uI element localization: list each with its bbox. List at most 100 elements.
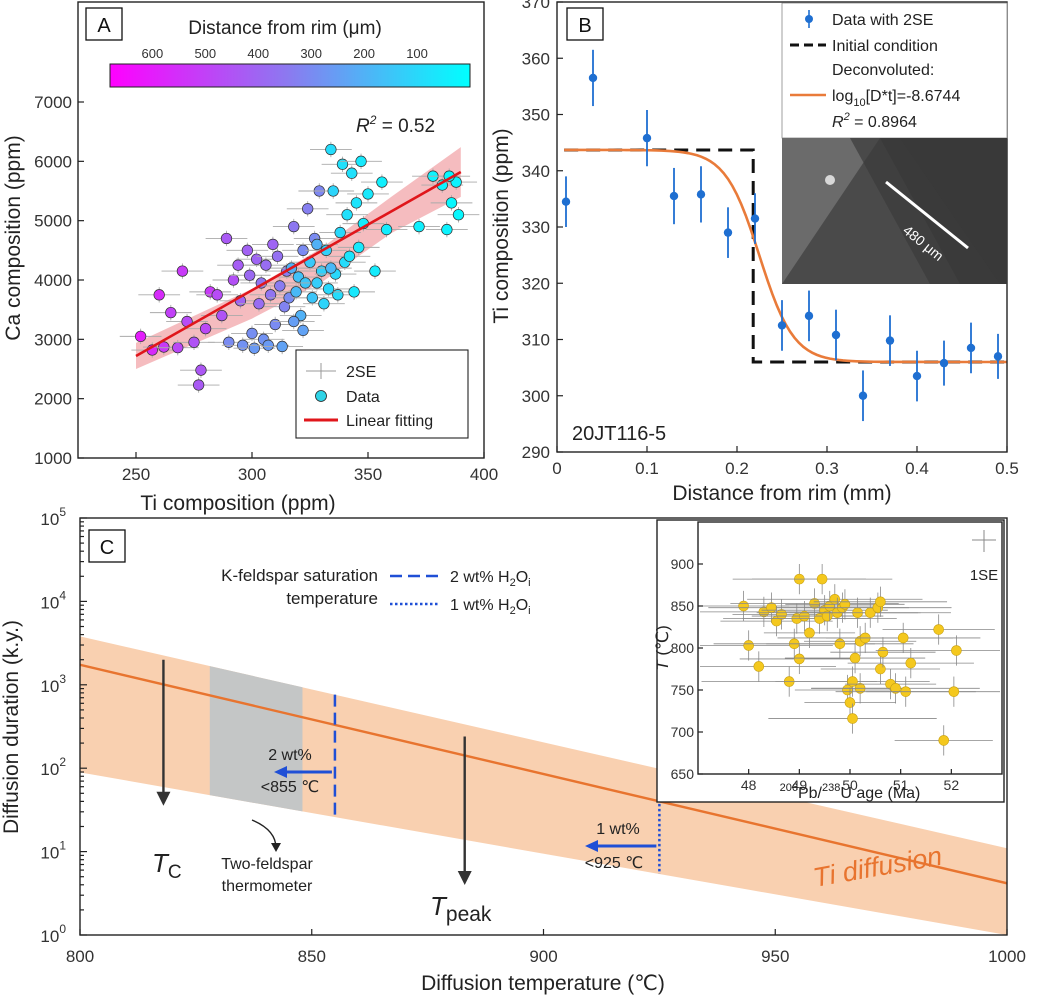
inset-ylabel: T (℃) xyxy=(653,625,672,671)
data-point-a xyxy=(430,195,473,211)
data-point-a xyxy=(177,377,220,393)
data-point-a xyxy=(291,290,334,306)
inset-ytick-label: 800 xyxy=(671,640,695,656)
confidence-band-a xyxy=(136,147,461,369)
data-point-a xyxy=(303,296,345,312)
bse-image-inset: 480 μm xyxy=(782,138,1007,284)
inset-data-point xyxy=(768,703,937,734)
legend-b-deconv-label: Deconvoluted: xyxy=(832,62,934,79)
b-xtick-label: 0.3 xyxy=(815,459,839,478)
data-point-a xyxy=(354,263,396,279)
data-point-a xyxy=(184,320,227,337)
c-xtick-label: 800 xyxy=(66,947,94,966)
data-point-a xyxy=(328,248,371,264)
legend-c: K-feldspar saturation temperature 2 wt% … xyxy=(221,566,530,617)
inset-data-point xyxy=(739,643,859,675)
tpeak-label: Tpeak xyxy=(430,891,492,926)
inset-xtick-label: 52 xyxy=(944,777,960,793)
inset-data-point xyxy=(732,599,831,630)
b-ytick-label: 330 xyxy=(522,218,550,237)
data-point-b xyxy=(669,167,679,225)
data-point-a xyxy=(337,239,380,256)
inset-xtick-label: 49 xyxy=(792,777,808,793)
inset-data-point xyxy=(784,642,926,674)
c-ytick-label: 105 xyxy=(40,505,66,529)
arrow-1wt xyxy=(585,840,657,852)
data-point-a xyxy=(156,339,199,356)
fit-line-a xyxy=(135,170,462,358)
data-point-a xyxy=(149,304,192,321)
b-ytick-label: 320 xyxy=(522,274,550,293)
c-ytick-label: 104 xyxy=(40,588,66,612)
data-point-b xyxy=(966,322,976,374)
data-point-a xyxy=(180,362,222,378)
data-point-a xyxy=(361,174,403,190)
inset-data-point xyxy=(866,676,1000,707)
panel-c: 800 850 900 950 1000 100 101 102 103 104 105 C K-f… xyxy=(0,505,1026,995)
data-point-a xyxy=(161,263,204,279)
data-point-b xyxy=(885,315,895,366)
legend-c-title-2: temperature xyxy=(286,589,378,608)
b-ytick-label: 370 xyxy=(522,0,550,12)
legend-b-log-label: log10[D*t]=-8.6744 xyxy=(832,88,960,109)
b-xtick-label: 0.2 xyxy=(725,459,749,478)
data-point-b xyxy=(912,350,922,402)
a-ytick-label: 1000 xyxy=(34,449,72,468)
inset-ytick-label: 650 xyxy=(671,766,695,782)
data-point-b xyxy=(993,333,1003,379)
legend-2se-label: 2SE xyxy=(346,364,376,381)
a-ytick-label: 5000 xyxy=(34,212,72,231)
data-point-a xyxy=(263,298,306,315)
panel-a-ylabel: Ca composition (ppm) xyxy=(2,135,25,340)
b-ytick-label: 350 xyxy=(522,106,550,125)
data-point-a xyxy=(119,328,162,345)
inset-plot-area xyxy=(700,564,1000,756)
tpeak-arrow xyxy=(457,736,472,885)
data-point-b xyxy=(696,166,706,223)
inset-data-point xyxy=(847,648,974,679)
a-xtick-label: 300 xyxy=(238,465,266,484)
b-ytick-label: 300 xyxy=(522,387,550,406)
marker-2wt-label-1: 2 wt% xyxy=(268,747,312,764)
legend-b-data-label: Data with 2SE xyxy=(832,12,933,29)
colorbar-tick-label: 200 xyxy=(353,46,375,61)
ti-diffusion-band xyxy=(80,636,1007,935)
inset-data-point xyxy=(813,586,948,617)
data-point-a xyxy=(245,257,287,273)
data-point-a xyxy=(275,284,317,300)
panel-b-plot-area xyxy=(561,49,1007,422)
inset-data-point xyxy=(894,725,993,756)
legend-c-dashed-label: 2 wt% H2Oi xyxy=(450,569,531,589)
c-xtick-label: 850 xyxy=(298,947,326,966)
legend-b-initial-label: Initial condition xyxy=(832,38,938,55)
b-ytick-label: 360 xyxy=(522,49,550,68)
ti-diffusion-line xyxy=(80,663,1007,885)
inset-axes: 48 49 50 51 52 650 700 750 800 850 900 xyxy=(671,556,960,793)
two-feldspar-label-2: thermometer xyxy=(222,878,313,895)
data-point-a xyxy=(189,284,232,300)
panel-a-label-box xyxy=(85,7,123,41)
inset-data-point xyxy=(826,622,981,654)
inset-data-point xyxy=(700,651,836,682)
data-point-a xyxy=(200,307,243,324)
data-point-a xyxy=(398,218,440,235)
colorbar-tick-label: 400 xyxy=(247,46,269,61)
data-point-a xyxy=(296,275,338,291)
c-ytick-label: 103 xyxy=(40,672,66,696)
data-point-b xyxy=(561,176,571,227)
c-ytick-label: 102 xyxy=(40,755,66,779)
a-xtick-label: 250 xyxy=(122,465,150,484)
data-point-a xyxy=(238,296,280,312)
sample-label: 20JT116-5 xyxy=(572,423,666,445)
data-point-b xyxy=(750,193,760,244)
data-point-a xyxy=(282,322,324,339)
legend-b-r2-label: R2 = 0.8964 xyxy=(832,111,917,131)
inset-xtick-label: 50 xyxy=(842,777,858,793)
two-feldspar-label-1: Two-feldspar xyxy=(221,856,313,873)
b-xtick-label: 0.5 xyxy=(995,459,1019,478)
data-point-a xyxy=(261,338,304,355)
r2-annotation-a: R2 = 0.52 xyxy=(356,113,435,137)
panel-a-label: A xyxy=(97,15,111,37)
panel-c-plot-area xyxy=(80,636,1007,935)
two-feldspar-range xyxy=(209,666,303,812)
